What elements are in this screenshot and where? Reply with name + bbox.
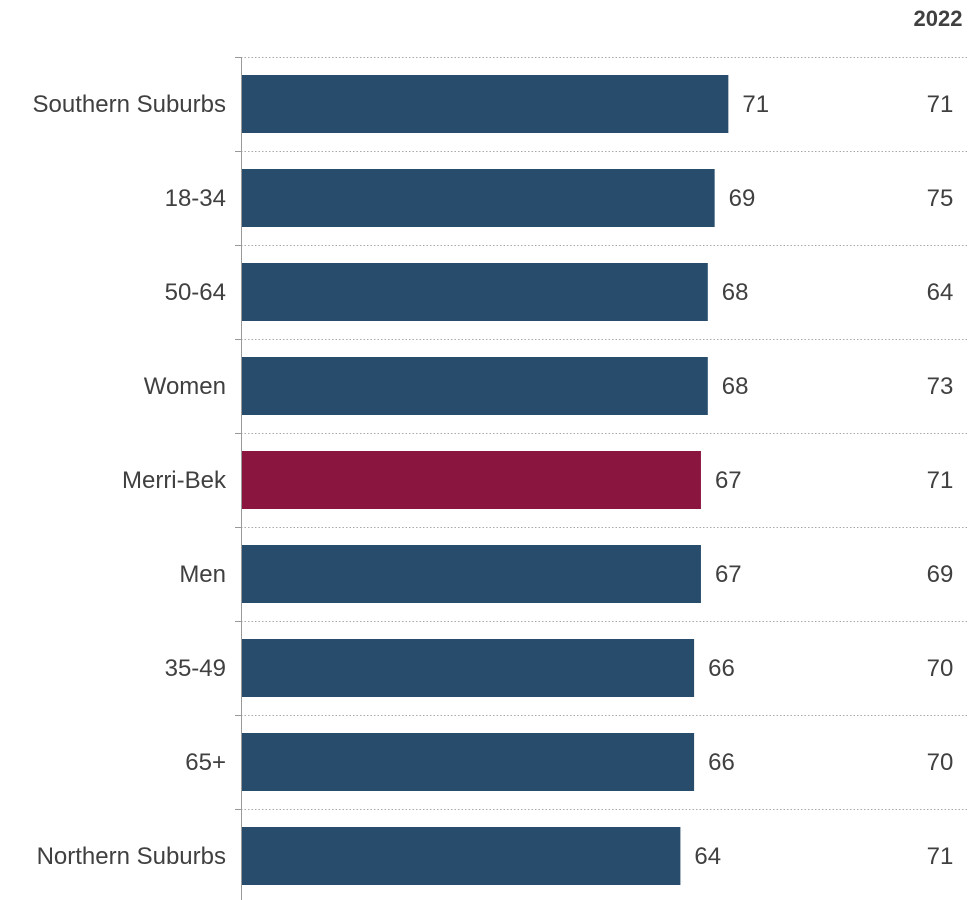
comparison-column-header: 2022	[914, 6, 963, 31]
comparison-value-label: 73	[927, 373, 954, 400]
bar-value-label: 66	[708, 655, 735, 682]
category-label: Men	[179, 561, 226, 588]
category-label: 65+	[185, 749, 226, 776]
category-label: 18-34	[165, 185, 226, 212]
comparison-value-label: 69	[927, 561, 954, 588]
grid-lines	[235, 57, 968, 810]
bar	[242, 169, 715, 227]
bar	[242, 545, 701, 603]
comparison-value-label: 75	[927, 185, 954, 212]
bar	[242, 733, 695, 791]
bar	[242, 357, 708, 415]
bar	[242, 827, 681, 885]
comparison-value-label: 71	[927, 91, 954, 118]
bar	[242, 263, 708, 321]
category-label: 50-64	[165, 279, 226, 306]
comparison-value-label: 64	[927, 279, 954, 306]
bar-value-label: 71	[742, 91, 769, 118]
comparison-value-label: 71	[927, 467, 954, 494]
comparison-value-label: 71	[927, 843, 954, 870]
bar-value-label: 68	[722, 279, 749, 306]
bar-value-label: 67	[715, 561, 742, 588]
bar-value-label: 67	[715, 467, 742, 494]
category-label: Southern Suburbs	[33, 91, 226, 118]
bar	[242, 75, 729, 133]
category-label: Women	[144, 373, 226, 400]
category-label: Northern Suburbs	[37, 843, 226, 870]
bar	[242, 451, 701, 509]
category-label: 35-49	[165, 655, 226, 682]
bar-value-label: 64	[694, 843, 721, 870]
bar-value-label: 68	[722, 373, 749, 400]
bar	[242, 639, 695, 697]
comparison-value-label: 70	[927, 655, 954, 682]
bars: Southern Suburbs 71 71 18-34 69 75 50-64 68 64 Wo…	[33, 75, 954, 885]
bar-value-label: 66	[708, 749, 735, 776]
comparison-value-label: 70	[927, 749, 954, 776]
bar-value-label: 69	[729, 185, 756, 212]
category-label: Merri-Bek	[122, 467, 227, 494]
